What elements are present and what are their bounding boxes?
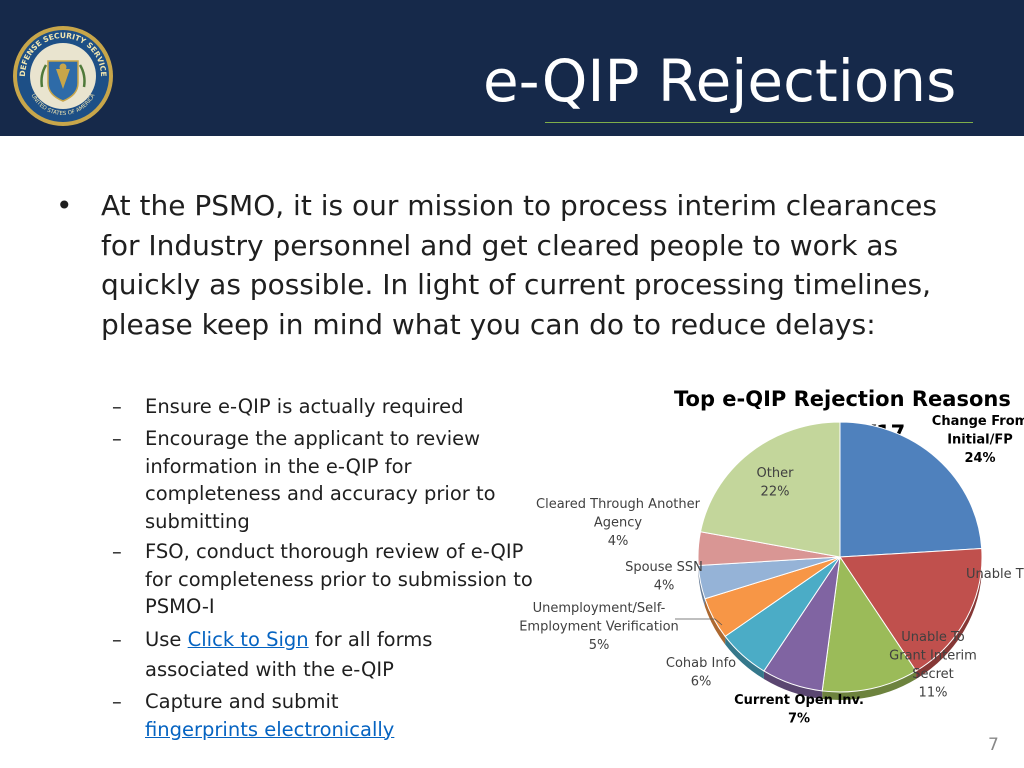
chart-title: Top e-QIP Rejection Reasons [674, 387, 1011, 411]
sub-bullet-prefix: Capture and submit [145, 690, 339, 713]
pie-slice-label: Current Open Inv. 7% [734, 693, 864, 727]
pie-slice-label: Other 22% [757, 466, 795, 500]
sub-bullet-prefix: Use [145, 628, 188, 651]
bullet-dash: – [112, 628, 122, 651]
dss-seal-logo: DEFENSE SECURITY SERVICE UNITED STATES O… [13, 26, 113, 126]
slide-title: e-QIP Rejections [483, 47, 957, 115]
pie-labels: Change From Initial/FP 24% Unable T Unable T… [519, 414, 1024, 727]
sub-bullet-text: Encourage the applicant to review inform… [145, 427, 496, 533]
title-underline [545, 122, 973, 123]
bullet-dash: – [112, 540, 122, 563]
pie-slice-label: Cohab Info 6% [666, 656, 736, 690]
bullet-dash: – [112, 690, 122, 713]
pie-slice-label: Change From Initial/FP 24% [932, 414, 1024, 466]
pie-slice [699, 421, 841, 558]
bullet-dash: – [112, 395, 122, 418]
sub-bullet-text: Use Click to Sign for all forms associat… [145, 625, 540, 685]
pie-slice-edge [698, 565, 705, 607]
pie-slice-label: Unable T [966, 567, 1024, 582]
bullet-dot: • [56, 189, 73, 222]
pie-slice-edge [822, 670, 917, 700]
pie-slice-label: Spouse SSN 4% [625, 560, 703, 594]
bullet-dash: – [112, 427, 122, 450]
sub-bullet-text: Capture and submit fingerprints electron… [145, 688, 540, 743]
rejection-reasons-pie-chart: Top e-QIP Rejection Reasons Q1 FY17 Chan… [519, 387, 1024, 727]
pie-slice [839, 421, 983, 558]
label-leader-line [675, 618, 723, 626]
pie-slice-label: Unable To Grant Interim Secret 11% [889, 630, 977, 701]
page-number: 7 [988, 735, 999, 755]
main-bullet-text: At the PSMO, it is our mission to proces… [101, 189, 937, 341]
slide-header: DEFENSE SECURITY SERVICE UNITED STATES O… [0, 0, 1024, 136]
pie-slices [697, 421, 983, 693]
pie-slice-edge [725, 636, 764, 679]
pie-slice [821, 555, 917, 693]
pie-slice-label: Cleared Through Another Agency 4% [536, 497, 701, 549]
sub-bullet-text: Ensure e-QIP is actually required [145, 395, 464, 418]
click-to-sign-link[interactable]: Click to Sign [187, 628, 309, 651]
pie-slice-label: Unemployment/Self-Employment Verificatio… [519, 601, 679, 653]
fingerprints-link[interactable]: fingerprints electronically [145, 717, 395, 741]
sub-bullet-suffix: for all forms associated with the e-QIP [145, 628, 433, 681]
pie-slice [839, 547, 983, 672]
sub-bullet-text: FSO, conduct thorough review of e-QIP fo… [145, 540, 533, 618]
